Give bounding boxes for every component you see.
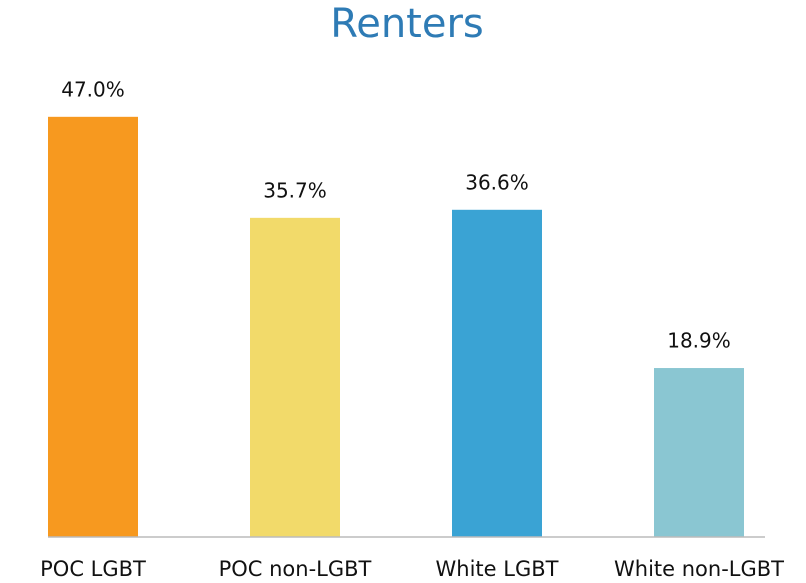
bar [48,116,138,537]
bar [654,368,744,537]
value-label: 18.9% [667,329,731,353]
chart-title: Renters [330,1,484,47]
bar [452,209,542,537]
bar [250,217,340,538]
value-label: 35.7% [263,178,327,202]
x-tick-label: White non-LGBT [614,557,784,581]
value-label: 47.0% [61,77,125,101]
x-tick-label: POC non-LGBT [219,557,372,581]
x-tick-label: POC LGBT [40,557,146,581]
value-label: 36.6% [465,170,529,194]
x-tick-label: White LGBT [436,557,559,581]
